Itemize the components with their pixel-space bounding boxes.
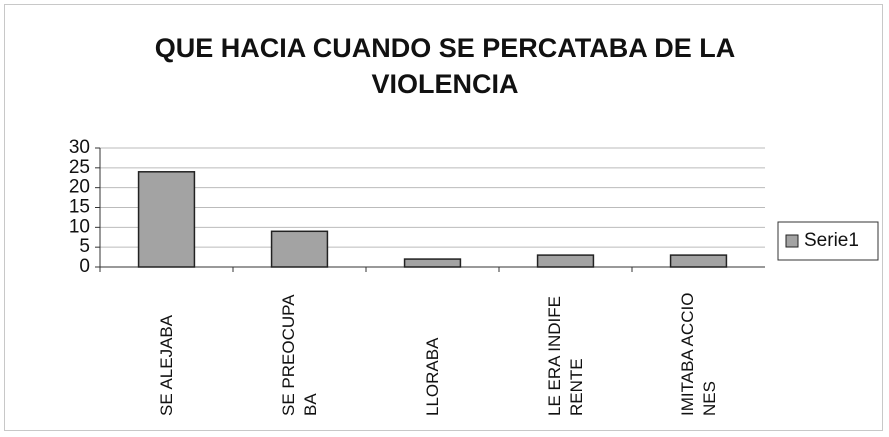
y-tick-label: 25: [69, 157, 90, 178]
y-tick-label: 30: [69, 137, 90, 158]
bar: [536, 254, 595, 268]
chart-title: QUE HACIA CUANDO SE PERCATABA DE LA VIOL…: [154, 33, 736, 99]
legend-swatch: [785, 234, 799, 248]
bar: [669, 254, 728, 268]
chart-frame: [4, 4, 883, 431]
y-tick-label: 15: [69, 197, 90, 218]
x-tick-label: SE PREOCUPABA: [278, 294, 320, 416]
x-tick-label: LLORABA: [422, 337, 442, 416]
bar: [270, 230, 329, 268]
y-tick-label: 0: [79, 256, 90, 277]
x-tick-label: IMITABA ACCIONES: [677, 292, 719, 416]
x-tick-label: SE ALEJABA: [156, 314, 176, 416]
y-tick-label: 10: [69, 216, 90, 237]
x-tick-label: LE ERA INDIFERENTE: [544, 296, 586, 416]
bar: [137, 171, 196, 268]
legend-label: Serie1: [804, 230, 859, 251]
y-tick-label: 20: [69, 177, 90, 198]
y-tick-label: 5: [79, 236, 90, 257]
bar: [403, 258, 462, 268]
